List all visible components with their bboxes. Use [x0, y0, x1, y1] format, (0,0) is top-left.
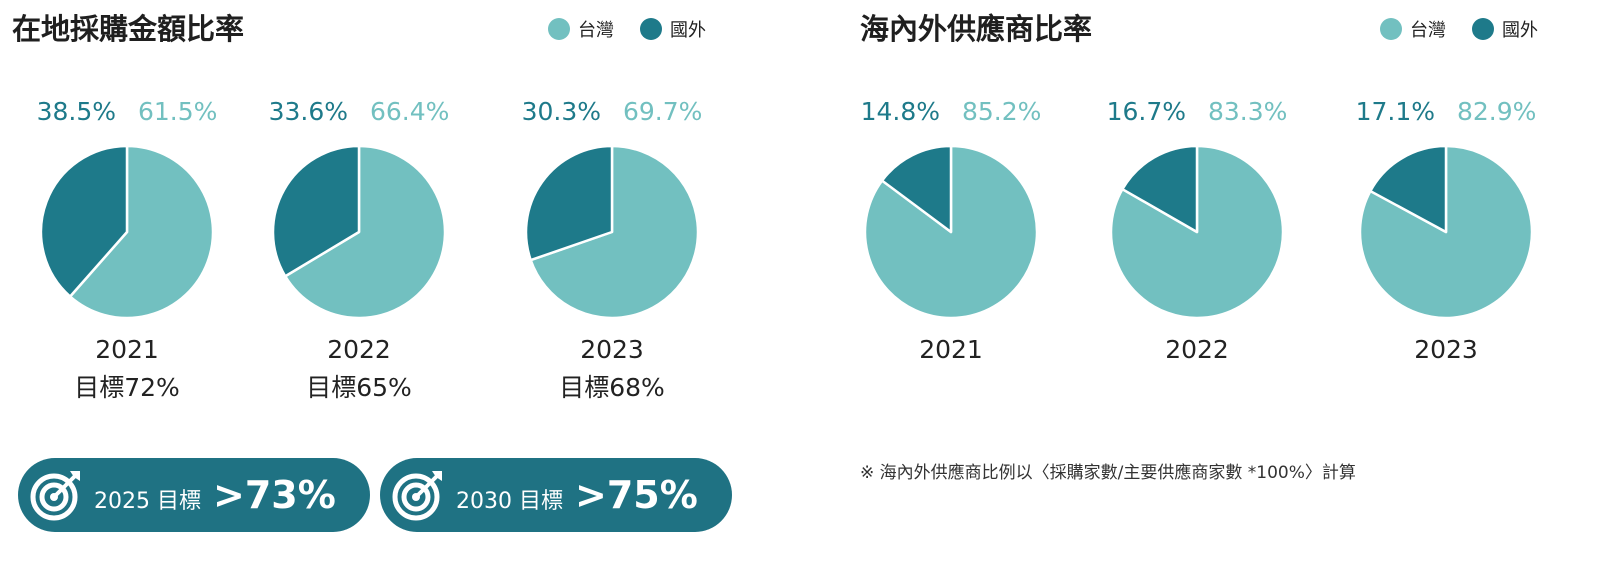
pie-slice-taiwan: [1109, 144, 1285, 320]
legend-label-taiwan: 台灣: [1410, 20, 1446, 41]
year-label: 2022: [327, 335, 391, 364]
target-label: 目標68%: [559, 373, 665, 402]
target-arrow-icon: [380, 458, 456, 532]
pie-group-2022: 16.7% 83.3% 2022: [1082, 92, 1312, 366]
pie-chart: [524, 144, 700, 320]
pie-slice-foreign: [524, 144, 614, 262]
data-label-foreign: 17.1%: [1355, 97, 1435, 126]
legend-item-taiwan: 台灣: [548, 16, 614, 42]
pie-chart: [271, 144, 447, 320]
target-label: 目標65%: [306, 373, 412, 402]
data-label-foreign: 30.3%: [521, 97, 601, 126]
data-label-foreign: 14.8%: [860, 97, 940, 126]
legend: 台灣 國外: [548, 16, 722, 42]
data-label-foreign: 33.6%: [268, 97, 348, 126]
pie-slice-foreign: [271, 144, 361, 278]
pie-slice-taiwan: [68, 144, 215, 320]
legend-item-foreign: 國外: [640, 16, 706, 42]
data-label-foreign: 16.7%: [1106, 97, 1186, 126]
pie-slice-foreign: [39, 144, 129, 298]
pie-group-2021: 14.8% 85.2% 2021: [836, 92, 1066, 366]
target-arrow-icon: [18, 458, 94, 532]
data-label-taiwan: 85.2%: [962, 97, 1042, 126]
legend-swatch-foreign: [640, 18, 662, 40]
pie-chart: [39, 144, 215, 320]
year-label: 2023: [1414, 335, 1478, 364]
year-label: 2023: [580, 335, 644, 364]
supplier-ratio-panel: 海內外供應商比率 台灣 國外 14.8% 85.2% 2021 16.7% 83…: [860, 0, 1600, 562]
pie-slice-foreign: [880, 144, 953, 234]
data-label-taiwan: 82.9%: [1457, 97, 1537, 126]
legend-item-taiwan: 台灣: [1380, 16, 1446, 42]
legend-label-foreign: 國外: [1502, 20, 1538, 41]
goal-label: 2025 目標: [94, 489, 201, 514]
year-label: 2021: [95, 335, 159, 364]
pie-group-2021: 38.5% 61.5% 2021 目標72%: [12, 92, 242, 404]
goal-label: 2030 目標: [456, 489, 563, 514]
pie-group-2023: 30.3% 69.7% 2023 目標68%: [497, 92, 727, 404]
pie-group-2022: 33.6% 66.4% 2022 目標65%: [244, 92, 474, 404]
pie-chart: [1358, 144, 1534, 320]
data-label-taiwan: 69.7%: [623, 97, 703, 126]
goal-badge-2030: 2030 目標 >75%: [380, 458, 732, 532]
legend-item-foreign: 國外: [1472, 16, 1538, 42]
goal-value: >73%: [212, 473, 336, 517]
pie-slice-foreign: [1121, 144, 1199, 234]
data-label-taiwan: 83.3%: [1208, 97, 1288, 126]
goal-value: >75%: [574, 473, 698, 517]
legend-swatch-foreign: [1472, 18, 1494, 40]
legend-swatch-taiwan: [1380, 18, 1402, 40]
target-label: 目標72%: [74, 373, 180, 402]
pie-slice-foreign: [1369, 144, 1448, 234]
pie-chart: [1109, 144, 1285, 320]
data-label-taiwan: 66.4%: [370, 97, 450, 126]
pie-group-2023: 17.1% 82.9% 2023: [1331, 92, 1561, 366]
year-label: 2021: [919, 335, 983, 364]
goal-badge-2025: 2025 目標 >73%: [18, 458, 370, 532]
footnote: ※ 海內外供應商比例以〈採購家數/主要供應商家數 *100%〉計算: [860, 463, 1356, 483]
legend-label-foreign: 國外: [670, 20, 706, 41]
pie-slice-taiwan: [284, 144, 447, 320]
panel-title: 在地採購金額比率: [12, 12, 245, 46]
legend-label-taiwan: 台灣: [578, 20, 614, 41]
year-label: 2022: [1165, 335, 1229, 364]
legend-swatch-taiwan: [548, 18, 570, 40]
pie-chart: [863, 144, 1039, 320]
data-label-foreign: 38.5%: [36, 97, 116, 126]
pie-slice-taiwan: [529, 144, 700, 320]
legend: 台灣 國外: [1380, 16, 1554, 42]
data-label-taiwan: 61.5%: [138, 97, 218, 126]
panel-title: 海內外供應商比率: [860, 12, 1093, 46]
local-procurement-panel: 在地採購金額比率 台灣 國外 38.5% 61.5% 2021 目標72% 33…: [0, 0, 780, 562]
